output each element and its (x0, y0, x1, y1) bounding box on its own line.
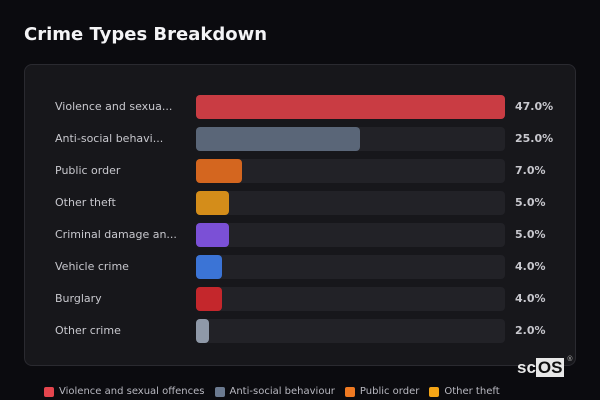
bar-track (196, 191, 505, 215)
legend-swatch (214, 386, 225, 397)
legend-swatch (44, 386, 54, 397)
logo-sc: sc (517, 358, 536, 377)
bar-label: Other crime (55, 324, 121, 337)
legend-item[interactable]: Public order (344, 386, 420, 397)
bar-label: Vehicle crime (55, 260, 129, 273)
legend-swatch (429, 386, 440, 397)
bar-row: Other crime 2.0% (25, 319, 575, 343)
bar-track (196, 159, 505, 183)
bar-value: 2.0% (515, 324, 546, 337)
bar-track (196, 127, 505, 151)
legend-label: Violence and sexual offences (59, 386, 205, 397)
bar (196, 287, 223, 311)
bar-value: 5.0% (515, 228, 546, 241)
bar-label: Criminal damage an... (55, 228, 177, 241)
bar-row: Vehicle crime 4.0% (25, 255, 575, 279)
bar-label: Public order (55, 164, 121, 177)
bar-track (196, 95, 505, 119)
bar (196, 319, 210, 343)
legend-item[interactable]: Violence and sexual offences (44, 386, 205, 397)
bar (196, 159, 243, 183)
legend-item[interactable]: Anti-social behaviour (214, 386, 335, 397)
bar-label: Violence and sexua... (55, 100, 173, 113)
bar-track (196, 223, 505, 247)
bar-value: 47.0% (515, 100, 554, 113)
bar-value: 25.0% (515, 132, 554, 145)
bar-row: Burglary 4.0% (25, 287, 575, 311)
bar-value: 5.0% (515, 196, 546, 209)
legend-swatch (344, 386, 355, 397)
bar (196, 255, 223, 279)
bar-row: Anti-social behavi... 25.0% (25, 127, 575, 151)
legend-label: Public order (359, 386, 420, 397)
bar (196, 223, 229, 247)
bar-label: Burglary (55, 292, 102, 305)
legend-label: Other theft (444, 386, 500, 397)
bar-row: Violence and sexua... 47.0% (25, 95, 575, 119)
legend-label: Anti-social behaviour (229, 386, 335, 397)
bar-value: 7.0% (515, 164, 546, 177)
chart-panel: Violence and sexua... 47.0% Anti-social be… (24, 64, 576, 366)
bar-row: Public order 7.0% (25, 159, 575, 183)
bar-track (196, 287, 505, 311)
bar-label: Anti-social behavi... (55, 132, 164, 145)
scos-logo: sc OS ® (517, 356, 572, 378)
bar-track (196, 319, 505, 343)
bar-label: Other theft (55, 196, 116, 209)
bar (196, 191, 229, 215)
legend-item[interactable]: Other theft (429, 386, 500, 397)
chart-title: Crime Types Breakdown (24, 24, 268, 45)
logo-os: OS (535, 358, 565, 377)
bar-row: Criminal damage an... 5.0% (25, 223, 575, 247)
logo-reg: ® (567, 356, 573, 363)
bar (196, 127, 361, 151)
bar-value: 4.0% (515, 292, 546, 305)
legend: Violence and sexual offences Anti-social … (44, 386, 500, 397)
bar-track (196, 255, 505, 279)
bar (196, 95, 505, 119)
bar-row: Other theft 5.0% (25, 191, 575, 215)
bar-value: 4.0% (515, 260, 546, 273)
